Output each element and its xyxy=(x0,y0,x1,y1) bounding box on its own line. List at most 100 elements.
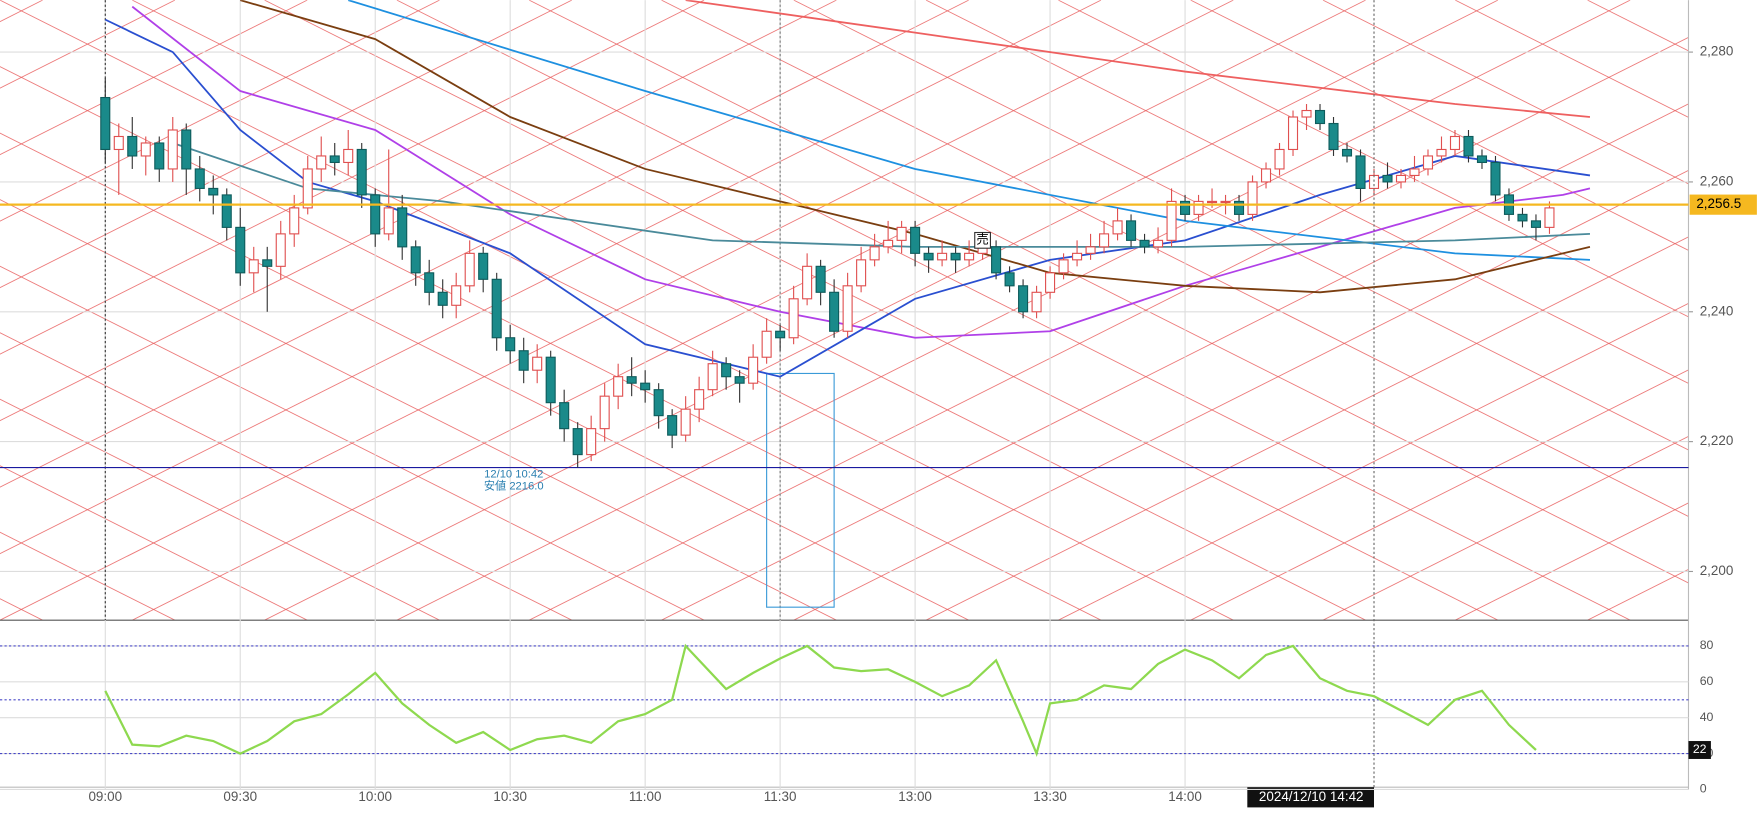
candle-body xyxy=(221,194,232,228)
candle-body xyxy=(667,415,678,436)
last-price-box xyxy=(1689,194,1757,215)
candle-body xyxy=(599,395,610,430)
candle-body xyxy=(1220,200,1231,204)
candle-body xyxy=(1490,161,1501,196)
candle-body xyxy=(275,233,286,267)
candle-body xyxy=(1517,213,1528,222)
candle-body xyxy=(572,428,583,456)
candle-body xyxy=(1206,200,1218,204)
candle-body xyxy=(680,408,691,436)
candle-body xyxy=(424,272,435,293)
candle-body xyxy=(1031,291,1042,313)
candle-body xyxy=(734,376,745,384)
candle-body xyxy=(1274,148,1285,170)
candle-body xyxy=(302,168,313,209)
trend-line xyxy=(793,169,1689,621)
candle-body xyxy=(1301,109,1312,118)
candle-body xyxy=(316,155,327,170)
trend-line xyxy=(0,332,572,621)
candle-body xyxy=(788,298,799,339)
candle-body xyxy=(262,259,273,267)
candle-body xyxy=(154,142,165,170)
y-tick-label: 2,200 xyxy=(1700,563,1734,578)
candle-body xyxy=(1544,207,1555,228)
trend-line xyxy=(661,103,1689,621)
candle-body xyxy=(194,168,205,189)
trend-line xyxy=(925,236,1689,621)
candle-body xyxy=(869,246,880,261)
candle-body xyxy=(1112,220,1123,235)
candle-body xyxy=(1395,174,1407,183)
trend-line xyxy=(0,0,1102,555)
candle-body xyxy=(1436,148,1447,157)
y-tick-label: 2,240 xyxy=(1700,303,1734,318)
candle-body xyxy=(559,402,570,430)
candle-body xyxy=(923,252,934,261)
candle-body xyxy=(1180,200,1191,215)
rsi-line xyxy=(104,643,1537,758)
candle-body xyxy=(721,363,732,378)
sell-marker-box xyxy=(974,231,991,249)
candle-body xyxy=(1018,285,1029,313)
candle-body xyxy=(640,382,651,391)
candle-body xyxy=(802,265,813,300)
candle-body xyxy=(653,389,664,417)
candle-body xyxy=(1260,168,1272,183)
candle-body xyxy=(167,129,178,170)
crosshair-box xyxy=(1247,787,1375,808)
candle-body xyxy=(910,226,921,254)
candle-body xyxy=(235,226,246,274)
candle-body xyxy=(100,96,111,151)
candle-body xyxy=(1530,220,1542,228)
moving-average xyxy=(131,5,1591,339)
candle-body xyxy=(410,246,421,274)
candle-body xyxy=(464,252,475,287)
y-tick-label: 2,220 xyxy=(1700,433,1734,448)
candle-body xyxy=(451,285,462,306)
candle-body xyxy=(505,337,516,352)
candle-body xyxy=(586,428,597,456)
candle-body xyxy=(950,252,961,261)
trend-line xyxy=(1455,502,1689,621)
candle-body xyxy=(437,291,448,306)
candle-body xyxy=(964,252,975,261)
candle-body xyxy=(748,356,759,384)
moving-average xyxy=(347,0,1591,261)
candle-body xyxy=(991,246,1002,274)
candle-body xyxy=(856,259,867,287)
trend-line xyxy=(1190,0,1689,251)
candle-body xyxy=(1058,259,1069,274)
candle-body xyxy=(356,148,367,196)
candle-body xyxy=(829,291,840,332)
candle-body xyxy=(1314,109,1326,125)
candle-body xyxy=(491,278,502,339)
candle-body xyxy=(626,376,637,384)
candle-body xyxy=(1368,174,1380,189)
candle-body xyxy=(1476,155,1488,164)
candle-body xyxy=(545,356,556,404)
candle-body xyxy=(1463,135,1474,157)
candle-body xyxy=(1247,181,1258,215)
trend-line xyxy=(1322,0,1689,185)
trend-line xyxy=(0,0,1234,621)
candle-body xyxy=(370,194,381,235)
trend-line xyxy=(0,0,837,422)
candle-body xyxy=(532,356,543,371)
trend-line xyxy=(0,398,440,621)
candle-body xyxy=(775,330,786,339)
candle-body xyxy=(761,330,772,358)
candle-body xyxy=(815,265,826,293)
rsi-tick-label: 80 xyxy=(1700,638,1714,652)
trend-line xyxy=(1058,302,1689,621)
candle-body xyxy=(289,207,300,235)
y-tick-label: 2,280 xyxy=(1700,44,1734,59)
low-note: 12/10 10:42 xyxy=(484,468,543,480)
trend-lines xyxy=(0,0,1689,621)
trend-line xyxy=(1455,0,1689,118)
candle-body xyxy=(329,155,340,164)
candle-body xyxy=(1233,200,1245,215)
candle-body xyxy=(883,239,894,248)
x-tick-label: 10:30 xyxy=(493,789,527,804)
candle-body xyxy=(1099,233,1110,248)
sell-marker: 売 xyxy=(976,232,988,247)
